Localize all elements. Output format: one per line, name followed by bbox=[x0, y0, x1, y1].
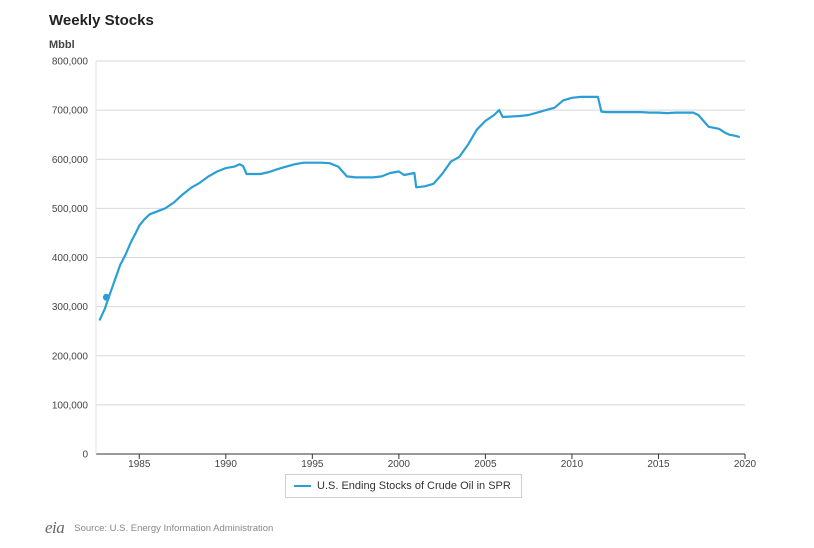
x-tick-label: 2000 bbox=[388, 459, 411, 470]
series-line[interactable] bbox=[98, 95, 741, 321]
y-tick-label: 100,000 bbox=[52, 400, 89, 411]
y-tick-label: 400,000 bbox=[52, 253, 89, 264]
y-tick-label: 800,000 bbox=[52, 57, 89, 68]
gridlines bbox=[95, 60, 745, 455]
y-tick-label: 0 bbox=[82, 450, 88, 461]
source-text: Source: U.S. Energy Information Administ… bbox=[74, 522, 274, 534]
x-tick-label: 2005 bbox=[474, 459, 497, 470]
x-tick-label: 2020 bbox=[734, 459, 757, 470]
x-tick-label: 1985 bbox=[128, 459, 151, 470]
y-tick-label: 700,000 bbox=[52, 106, 89, 117]
y-axis-ticks: 0 100,000 200,000 300,000 400,000 500,000 600,… bbox=[52, 57, 89, 461]
y-tick-label: 600,000 bbox=[52, 155, 89, 166]
series-layer bbox=[98, 95, 741, 321]
x-tick-label: 2015 bbox=[647, 459, 670, 470]
x-tick-label: 2010 bbox=[561, 459, 584, 470]
y-tick-label: 300,000 bbox=[52, 302, 89, 313]
y-tick-label: 500,000 bbox=[52, 204, 89, 215]
chart-title: Weekly Stocks bbox=[49, 12, 154, 29]
source-footer: eia Source: U.S. Energy Information Admi… bbox=[45, 518, 273, 538]
eia-logo-icon: eia bbox=[45, 518, 65, 537]
y-axis-unit-label: Mbbl bbox=[49, 39, 75, 51]
x-tick-label: 1995 bbox=[301, 459, 324, 470]
y-tick-label: 200,000 bbox=[52, 351, 89, 362]
legend[interactable]: U.S. Ending Stocks of Crude Oil in SPR bbox=[285, 474, 522, 498]
data-point-marker[interactable] bbox=[102, 293, 110, 301]
x-axis-ticks: 1985 1990 1995 2000 2005 2010 2015 2020 bbox=[128, 454, 757, 470]
legend-label: U.S. Ending Stocks of Crude Oil in SPR bbox=[317, 480, 511, 492]
legend-swatch bbox=[294, 485, 311, 487]
x-tick-label: 1990 bbox=[215, 459, 238, 470]
